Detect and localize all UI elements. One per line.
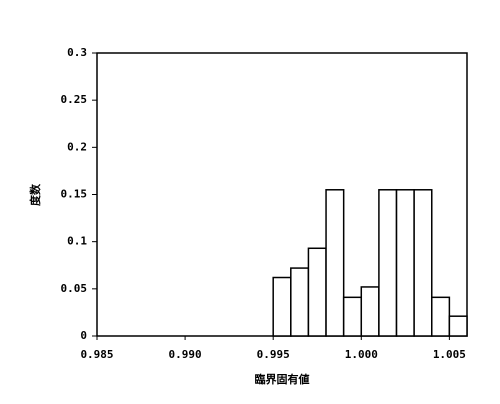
bar bbox=[448, 315, 468, 337]
x-tick-label: 0.990 bbox=[169, 348, 202, 361]
y-tick-label: 0.2 bbox=[67, 140, 87, 153]
y-axis-label: 度数 bbox=[28, 183, 42, 206]
bar bbox=[360, 286, 380, 337]
bar bbox=[290, 267, 310, 337]
x-axis-label: 臨界固有値 bbox=[255, 372, 310, 386]
bar bbox=[342, 296, 363, 337]
y-tick-label: 0.05 bbox=[61, 282, 88, 295]
bar bbox=[395, 189, 415, 337]
x-tick-label: 0.995 bbox=[257, 348, 290, 361]
bar bbox=[307, 247, 327, 337]
bar bbox=[272, 276, 292, 337]
y-tick-label: 0 bbox=[80, 329, 87, 342]
y-tick-label: 0.1 bbox=[67, 235, 87, 248]
y-tick-label: 0.25 bbox=[61, 93, 88, 106]
y-tick-label: 0.15 bbox=[61, 188, 88, 201]
x-tick-label: 1.005 bbox=[433, 348, 466, 361]
bar bbox=[431, 296, 451, 337]
x-tick-label: 1.000 bbox=[345, 348, 378, 361]
y-tick-label: 0.3 bbox=[67, 46, 87, 59]
bar bbox=[413, 189, 433, 337]
bar bbox=[378, 189, 398, 337]
x-tick-label: 0.985 bbox=[80, 348, 113, 361]
bar bbox=[325, 189, 345, 337]
